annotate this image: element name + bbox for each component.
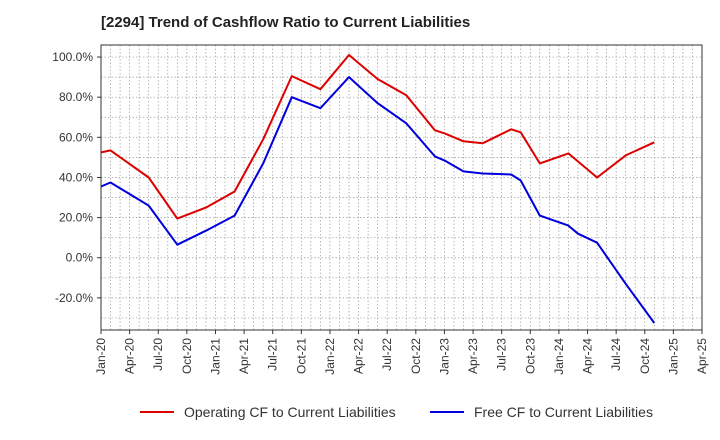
y-tick-label: 100.0% bbox=[52, 50, 93, 64]
plot-area-frame bbox=[100, 44, 703, 331]
x-tick-label: Oct-23 bbox=[523, 338, 537, 374]
x-tick-label: Jul-20 bbox=[151, 338, 165, 371]
legend: Operating CF to Current Liabilities Free… bbox=[0, 404, 720, 428]
x-tick-label: Oct-21 bbox=[294, 338, 308, 374]
x-tick-label: Apr-21 bbox=[237, 338, 251, 374]
series-line-operating-cf bbox=[100, 54, 655, 220]
y-tick-label: 60.0% bbox=[59, 130, 93, 144]
legend-swatch-free-cf bbox=[430, 411, 464, 413]
series-line-free-cf bbox=[100, 76, 656, 324]
x-tick-label: Jan-23 bbox=[437, 338, 451, 375]
x-tick-label: Jul-22 bbox=[380, 338, 394, 371]
x-tick-label: Apr-25 bbox=[695, 338, 709, 374]
x-tick-label: Jul-23 bbox=[495, 338, 509, 371]
x-tick-label: Jan-21 bbox=[208, 338, 222, 375]
x-tick-label: Jul-21 bbox=[266, 338, 280, 371]
grid-lines bbox=[101, 45, 702, 330]
x-tick-label: Apr-23 bbox=[466, 338, 480, 374]
chart-title: [2294] Trend of Cashflow Ratio to Curren… bbox=[101, 14, 471, 31]
x-tick-label: Apr-20 bbox=[123, 338, 137, 374]
x-tick-label: Apr-24 bbox=[581, 338, 595, 374]
y-tick-label: 80.0% bbox=[59, 90, 93, 104]
data-series bbox=[100, 54, 656, 324]
x-tick-label: Jul-24 bbox=[609, 338, 623, 371]
y-axis-tick-labels: -20.0% 0.0% 20.0% 40.0% 60.0% 80.0% 100.0% bbox=[52, 50, 101, 305]
x-tick-label: Jan-22 bbox=[323, 338, 337, 375]
y-tick-label: -20.0% bbox=[55, 291, 93, 305]
x-tick-label: Oct-20 bbox=[180, 338, 194, 374]
legend-item-operating-cf: Operating CF to Current Liabilities bbox=[140, 404, 396, 420]
y-tick-label: 40.0% bbox=[59, 170, 93, 184]
x-tick-label: Oct-24 bbox=[638, 338, 652, 374]
legend-item-free-cf: Free CF to Current Liabilities bbox=[430, 404, 653, 420]
legend-label-free-cf: Free CF to Current Liabilities bbox=[474, 404, 653, 420]
x-tick-label: Jan-25 bbox=[666, 338, 680, 375]
y-tick-label: 0.0% bbox=[66, 251, 94, 265]
legend-label-operating-cf: Operating CF to Current Liabilities bbox=[184, 404, 396, 420]
x-tick-label: Oct-22 bbox=[409, 338, 423, 374]
x-tick-label: Apr-22 bbox=[352, 338, 366, 374]
x-axis-tick-labels: Jan-20 Apr-20 Jul-20 Oct-20 Jan-21 Apr-21 Jul-… bbox=[94, 330, 709, 375]
y-tick-label: 20.0% bbox=[59, 211, 93, 225]
x-tick-label: Jan-20 bbox=[94, 338, 108, 375]
x-tick-label: Jan-24 bbox=[552, 338, 566, 375]
legend-swatch-operating-cf bbox=[140, 411, 174, 413]
